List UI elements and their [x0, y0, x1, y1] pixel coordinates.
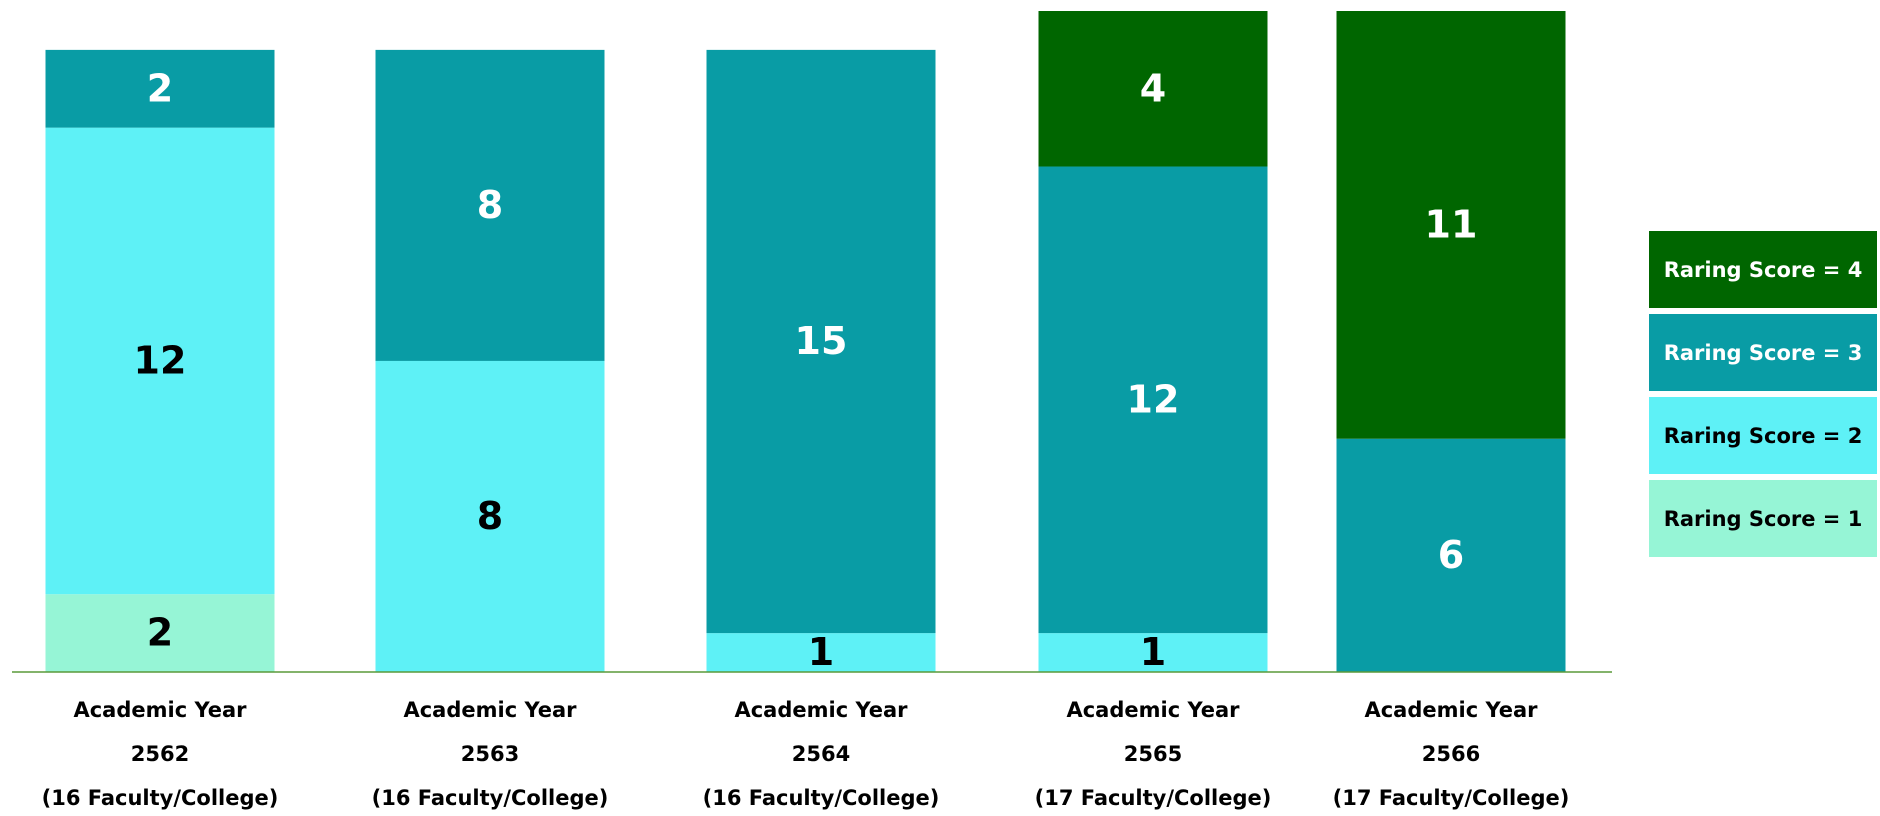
legend-label: Raring Score = 1 — [1664, 507, 1863, 531]
value-label: 15 — [795, 319, 848, 363]
value-label: 8 — [477, 494, 503, 538]
value-label: 2 — [147, 611, 173, 655]
bar-segment — [1336, 438, 1566, 672]
value-label: 11 — [1425, 202, 1478, 246]
bar-segment — [1038, 166, 1268, 634]
x-tick-label: 2565 — [1124, 742, 1182, 766]
value-label: 6 — [1438, 533, 1464, 577]
value-label: 4 — [1140, 66, 1166, 110]
legend-label: Raring Score = 2 — [1664, 424, 1863, 448]
legend-swatch — [1649, 231, 1877, 308]
value-label: 2 — [147, 66, 173, 110]
bar-segment — [375, 49, 605, 361]
value-label: 1 — [808, 630, 834, 674]
value-label: 8 — [477, 183, 503, 227]
x-tick-label: (17 Faculty/College) — [1035, 786, 1272, 810]
value-label: 12 — [134, 338, 187, 382]
legend-swatch — [1649, 397, 1877, 474]
value-label: 1 — [1140, 630, 1166, 674]
x-tick-label: Academic Year — [73, 698, 247, 722]
bar-segment — [1336, 11, 1566, 439]
x-tick-label: (17 Faculty/College) — [1333, 786, 1570, 810]
legend-swatch — [1649, 480, 1877, 557]
x-tick-label: Academic Year — [403, 698, 577, 722]
value-label: 12 — [1127, 377, 1180, 421]
bar-segment — [45, 49, 275, 128]
x-tick-label: 2562 — [131, 742, 189, 766]
x-tick-label: 2563 — [461, 742, 519, 766]
bar-segment — [1038, 633, 1268, 672]
x-tick-label: (16 Faculty/College) — [372, 786, 609, 810]
x-tick-label: (16 Faculty/College) — [42, 786, 279, 810]
bar-segment — [45, 594, 275, 672]
bar-segment — [706, 633, 936, 672]
bar-segment — [1038, 11, 1268, 167]
x-tick-label: Academic Year — [1066, 698, 1240, 722]
legend-label: Raring Score = 3 — [1664, 341, 1863, 365]
x-tick-label: Academic Year — [1364, 698, 1538, 722]
bar-segment — [45, 127, 275, 595]
x-tick-label: Academic Year — [734, 698, 908, 722]
bar-segment — [706, 49, 936, 634]
x-tick-label: 2564 — [792, 742, 850, 766]
legend-swatch — [1649, 314, 1877, 391]
bar-segment — [375, 360, 605, 672]
x-tick-label: (16 Faculty/College) — [703, 786, 940, 810]
x-tick-label: 2566 — [1422, 742, 1480, 766]
legend-label: Raring Score = 4 — [1664, 258, 1863, 282]
